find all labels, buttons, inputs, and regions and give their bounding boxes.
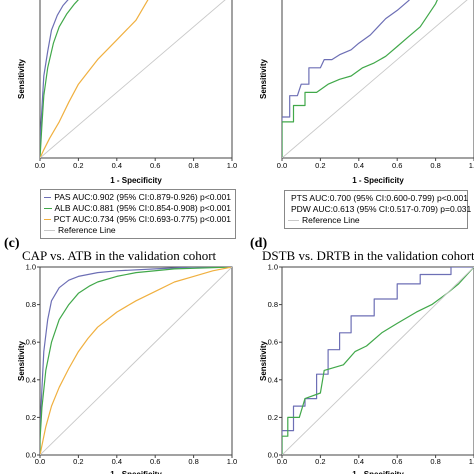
chart-panel-c: 0.0 0.2 0.4 0.6 0.8 1.0 0.0 0.2 0.4 0.6 0.8 1.0 1 - … [17, 263, 237, 474]
legend-label: PTS AUC:0.700 (95% CI:0.600-0.799) p<0.0… [291, 193, 468, 203]
series-line-pdw [282, 267, 474, 455]
x-tick-label: 0.8 [430, 161, 440, 170]
legend-item: Reference Line [288, 215, 463, 226]
x-axis-label: 1 - Specificity [110, 176, 162, 185]
series-line-alb [40, 267, 232, 455]
series-line-reference [40, 267, 232, 455]
x-tick-label: 0.2 [315, 457, 325, 466]
x-tick-label: 0.8 [188, 161, 198, 170]
x-tick-label: 0.0 [277, 457, 287, 466]
series-line-pct [40, 267, 232, 455]
series-line-alb [40, 0, 79, 158]
x-tick-label: 0.8 [430, 457, 440, 466]
x-tick-label: 0.0 [35, 457, 45, 466]
legend-item: PDW AUC:0.613 (95% CI:0.517-0.709) p=0.0… [288, 204, 471, 215]
legend-label: PCT AUC:0.734 (95% CI:0.693-0.775) p<0.0… [53, 214, 231, 224]
x-tick-label: 0.6 [150, 457, 160, 466]
y-tick-label: 0.0 [26, 451, 36, 460]
legend-label: Reference Line [302, 215, 360, 225]
x-axis-label: 1 - Specificity [352, 176, 404, 185]
legend-label: PAS AUC:0.902 (95% CI:0.879-0.926) p<0.0… [54, 192, 231, 202]
legend-label: ALB AUC:0.881 (95% CI:0.854-0.908) p<0.0… [54, 203, 232, 213]
chart-panel-a: 0.0 0.2 0.4 0.6 0.8 1.0 1 - Specificity Sensiti… [17, 0, 237, 185]
panel-label-c: (c) [4, 236, 20, 251]
x-tick-label: 0.2 [73, 457, 83, 466]
y-tick-label: 1.0 [26, 263, 36, 272]
x-tick-label: 0.4 [354, 457, 364, 466]
chart-panel-d: 0.0 0.2 0.4 0.6 0.8 1.0 0.0 0.2 0.4 0.6 0.8 1.0 1 - … [259, 263, 474, 474]
legend-item: ALB AUC:0.881 (95% CI:0.854-0.908) p<0.0… [44, 203, 231, 214]
x-tick-label: 0.2 [73, 161, 83, 170]
legend-item: Reference Line [44, 225, 231, 236]
y-tick-label: 0.4 [268, 375, 278, 384]
y-tick-label: 0.6 [268, 338, 278, 347]
series-line-pct [40, 0, 149, 158]
x-tick-label: 0.4 [112, 457, 122, 466]
x-tick-label: 0.0 [277, 161, 287, 170]
series-line-pts [282, 267, 474, 455]
y-tick-label: 0.8 [268, 300, 278, 309]
series-line-pts [282, 0, 410, 158]
series-line-pas [40, 267, 232, 455]
x-tick-label: 1.0 [227, 161, 237, 170]
x-tick-label: 0.8 [188, 457, 198, 466]
legend-panel-a: PAS AUC:0.902 (95% CI:0.879-0.926) p<0.0… [40, 189, 236, 239]
legend-swatch [44, 230, 55, 231]
series-line-pas [40, 0, 69, 158]
panel-title-d: DSTB vs. DRTB in the validation cohort [262, 248, 474, 263]
series-group [40, 267, 232, 455]
y-tick-label: 0.2 [268, 413, 278, 422]
series-line-reference [40, 0, 226, 158]
y-axis-label: Sensitivity [259, 58, 268, 99]
y-tick-label: 0.6 [26, 338, 36, 347]
y-tick-label: 0.4 [26, 375, 36, 384]
y-axis-label: Sensitivity [17, 340, 26, 381]
y-tick-label: 1.0 [268, 263, 278, 272]
plot-frame [281, 0, 474, 159]
x-axis-label: 1 - Specificity [352, 470, 404, 474]
y-axis-label: Sensitivity [17, 58, 26, 99]
panel-label-d: (d) [250, 236, 268, 251]
x-tick-label: 0.4 [354, 161, 364, 170]
y-tick-label: 0.2 [26, 413, 36, 422]
plot-frame [39, 0, 233, 159]
x-tick-label: 1.0 [227, 457, 237, 466]
series-group [40, 0, 226, 158]
chart-panel-b: 0.0 0.2 0.4 0.6 0.8 1.0 1 - Specificity Sensiti… [259, 0, 474, 185]
y-tick-label: 0.8 [26, 300, 36, 309]
legend-item: PTS AUC:0.700 (95% CI:0.600-0.799) p<0.0… [288, 193, 468, 204]
legend-swatch [44, 208, 52, 209]
x-tick-label: 0.6 [392, 457, 402, 466]
series-group [282, 0, 468, 158]
series-line-reference [282, 0, 468, 158]
x-tick-label: 1.0 [469, 161, 474, 170]
legend-item: PCT AUC:0.734 (95% CI:0.693-0.775) p<0.0… [44, 214, 231, 225]
x-tick-label: 0.0 [35, 161, 45, 170]
legend-item: PAS AUC:0.902 (95% CI:0.879-0.926) p<0.0… [44, 192, 231, 203]
legend-swatch [44, 197, 52, 198]
series-line-pdw [282, 0, 438, 158]
legend-panel-b: PTS AUC:0.700 (95% CI:0.600-0.799) p<0.0… [284, 190, 471, 229]
x-tick-label: 1.0 [469, 457, 474, 466]
legend-label: Reference Line [58, 225, 116, 235]
legend-swatch [44, 219, 51, 220]
x-tick-label: 0.6 [392, 161, 402, 170]
series-line-reference [282, 267, 474, 455]
x-tick-label: 0.6 [150, 161, 160, 170]
x-tick-label: 0.4 [112, 161, 122, 170]
y-axis-label: Sensitivity [259, 340, 268, 381]
legend-swatch [288, 220, 299, 221]
x-tick-label: 0.2 [315, 161, 325, 170]
series-group [282, 267, 474, 455]
y-tick-label: 0.0 [268, 451, 278, 460]
legend-label: PDW AUC:0.613 (95% CI:0.517-0.709) p=0.0… [291, 204, 472, 214]
panel-title-c: CAP vs. ATB in the validation cohort [22, 248, 217, 263]
x-axis-label: 1 - Specificity [110, 470, 162, 474]
